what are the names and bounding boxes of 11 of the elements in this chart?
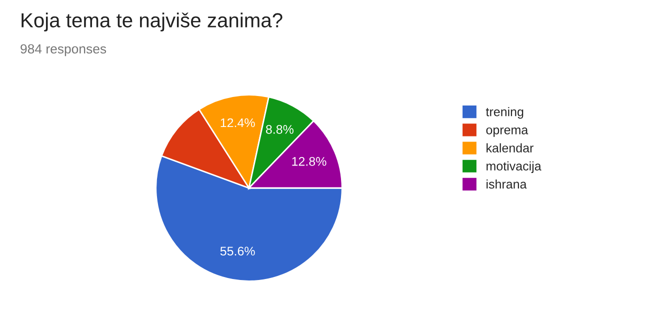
data-label: 55.6%	[220, 246, 255, 256]
legend-label: ishrana	[486, 179, 527, 189]
chart-subtitle: 984 responses	[20, 44, 106, 56]
legend-label: trening	[486, 107, 524, 119]
legend-label: motivacija	[486, 161, 542, 173]
chart-title: Koja tema te najviše zanima?	[22, 12, 282, 32]
data-label: 8.8%	[266, 124, 294, 134]
legend-label: oprema	[486, 127, 528, 137]
data-label: 12.8%	[292, 156, 326, 166]
data-label: 12.4%	[220, 118, 255, 128]
legend-label: kalendar	[486, 143, 534, 152]
